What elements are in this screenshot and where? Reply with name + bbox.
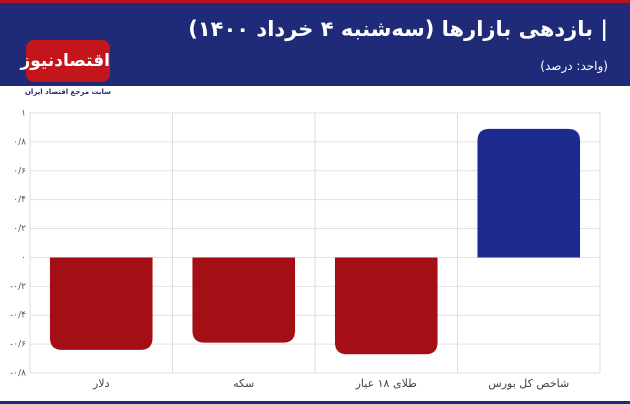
chart-subtitle: (واحد: درصد) [540,59,608,73]
y-tick-label: ۰/۶ [13,166,26,176]
chart-title: | بازدهی بازارها (سه‌شنبه ۴ خرداد ۱۴۰۰) [188,17,608,41]
bar [49,257,153,350]
y-tick-label: ۰/۲ [13,224,26,234]
y-tick-label: -۰/۴ [10,311,26,321]
footer-stripe [0,401,630,404]
x-tick-label: سکه [233,377,254,390]
bar [192,257,296,343]
x-tick-label: شاخص کل بورس [488,377,569,390]
y-tick-label: ۰/۸ [13,137,26,147]
bar [477,128,581,258]
x-tick-label: طلای ۱۸ عیار [355,377,418,390]
x-tick-label: دلار [92,377,110,390]
header: | بازدهی بازارها (سه‌شنبه ۴ خرداد ۱۴۰۰) … [0,0,630,86]
logo: اقتصادنیوز [20,40,110,82]
y-tick-label: -۰/۸ [10,369,26,379]
y-tick-label: ۱ [21,109,26,119]
y-tick-label: ۰/۴ [13,195,26,205]
bar [334,257,438,355]
logo-tagline: سایت مرجع اقتصاد ایران [22,86,114,98]
y-tick-label: ۰ [21,253,26,263]
y-tick-label: -۰/۶ [10,340,26,350]
y-tick-label: -۰/۲ [10,282,26,292]
